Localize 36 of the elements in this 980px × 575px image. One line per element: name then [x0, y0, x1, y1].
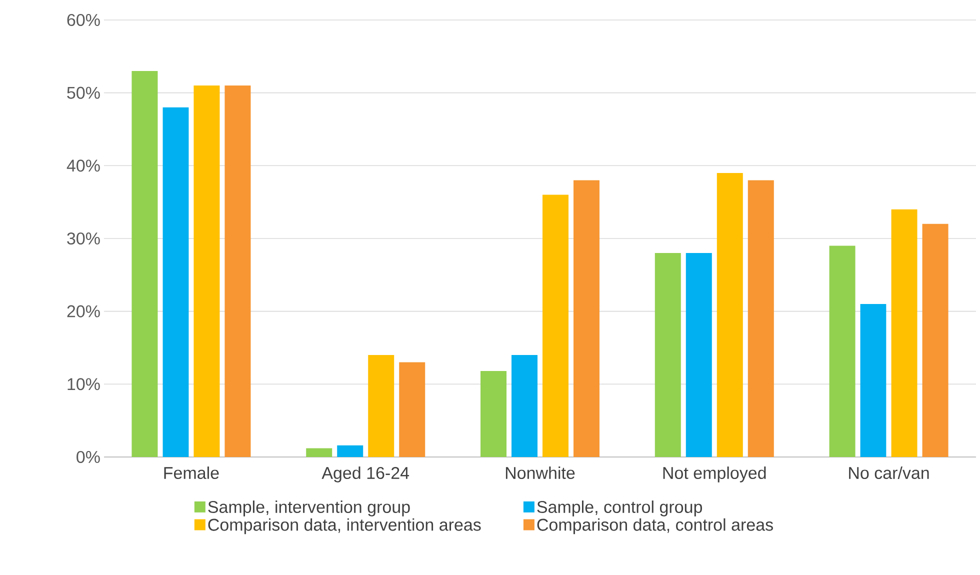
- bar: [922, 224, 948, 457]
- bar: [654, 253, 681, 457]
- x-tick-label: Female: [164, 466, 219, 480]
- bar: [891, 209, 918, 457]
- y-tick-label: 30%: [67, 232, 100, 245]
- bar: [748, 180, 774, 457]
- bar: [686, 253, 712, 457]
- bar: [829, 246, 856, 457]
- bar: [162, 107, 189, 457]
- bar: [860, 304, 886, 457]
- bar: [194, 86, 220, 457]
- bar: [542, 194, 568, 457]
- bar: [337, 445, 364, 457]
- y-tick-label: 50%: [67, 86, 100, 99]
- y-tick-label: 20%: [67, 305, 100, 318]
- bar: [306, 448, 332, 457]
- legend-label: Comparison data, intervention areas: [208, 518, 481, 534]
- legend-label: Comparison data, control areas: [537, 518, 773, 534]
- y-tick-label: 0%: [76, 450, 100, 464]
- bar: [716, 172, 743, 457]
- y-tick-label: 60%: [67, 14, 100, 26]
- bar: [224, 86, 251, 457]
- x-tick-label: Not employed: [663, 466, 766, 482]
- bar: [399, 362, 426, 457]
- x-tick-label: Aged 16-24: [322, 466, 410, 482]
- bar: [512, 355, 538, 457]
- legend-label: Sample, control group: [537, 500, 702, 516]
- bar: [132, 70, 158, 457]
- legend-label: Sample, intervention group: [208, 500, 410, 516]
- bar: [574, 180, 600, 457]
- y-tick-label: 10%: [68, 378, 100, 390]
- bar: [480, 371, 506, 457]
- y-tick-label: 40%: [66, 160, 100, 172]
- x-tick-label: No car/van: [849, 466, 929, 480]
- bar: [368, 355, 394, 457]
- x-tick-label: Nonwhite: [506, 466, 575, 480]
